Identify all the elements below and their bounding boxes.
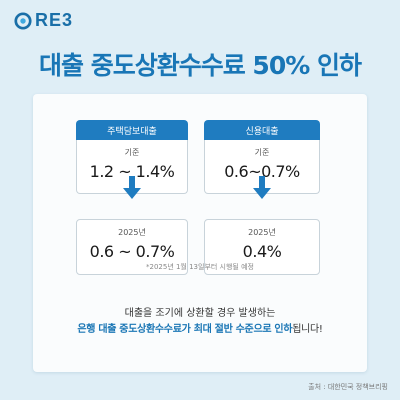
logo-text: RE3: [35, 10, 74, 30]
description-line-1: 대출을 조기에 상환할 경우 발생하는: [124, 308, 276, 319]
arrow-down-icon: [253, 176, 271, 199]
credit-current-label: 기준: [254, 148, 270, 157]
mortgage-header: 주택담보대출: [76, 120, 188, 140]
description-suffix: 됩니다!: [292, 324, 323, 335]
mortgage-column: 주택담보대출 기준 1.2 ~ 1.4% 2025년 0.6 ~ 0.7%: [76, 120, 188, 275]
mortgage-future-value: 0.6 ~ 0.7%: [89, 242, 175, 261]
mortgage-future-label: 2025년: [118, 228, 146, 237]
arrow-down-icon: [123, 176, 141, 199]
logo-mark-icon: [14, 11, 32, 30]
credit-future-value: 0.4%: [242, 242, 282, 261]
credit-column: 신용대출 기준 0.6~0.7% 2025년 0.4%: [204, 120, 320, 275]
comparison-card: 주택담보대출 기준 1.2 ~ 1.4% 2025년 0.6 ~ 0.7% 신용…: [33, 94, 367, 372]
description-highlight: 은행 대출 중도상환수수료가 최대 절반 수준으로 인하: [77, 324, 293, 335]
credit-current-value: 0.6~0.7%: [224, 162, 300, 181]
page-title: 대출 중도상환수수료 50% 인하: [39, 51, 362, 80]
credit-future-label: 2025년: [248, 228, 276, 237]
mortgage-current-value: 1.2 ~ 1.4%: [89, 162, 175, 181]
source-credit: 출처 : 대한민국 정책브리핑: [308, 383, 388, 391]
credit-future-box: 2025년 0.4%: [204, 219, 320, 275]
credit-header: 신용대출: [204, 120, 320, 140]
logo: RE3: [14, 10, 73, 31]
mortgage-future-box: 2025년 0.6 ~ 0.7%: [76, 219, 188, 275]
mortgage-current-label: 기준: [124, 148, 140, 157]
description-line-2: 은행 대출 중도상환수수료가 최대 절반 수준으로 인하됩니다!: [33, 320, 367, 335]
footnote: *2025년 1월 13일부터 시행될 예정: [146, 263, 254, 271]
